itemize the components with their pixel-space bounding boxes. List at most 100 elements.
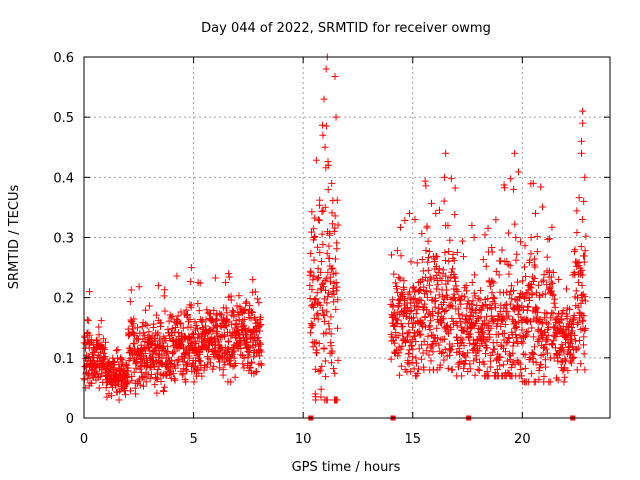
data-point — [111, 358, 119, 366]
data-point — [579, 215, 587, 223]
data-point — [331, 369, 339, 377]
data-point — [334, 221, 342, 229]
data-point — [445, 301, 453, 309]
data-point — [333, 196, 341, 204]
data-point — [179, 324, 187, 332]
data-point — [424, 258, 432, 266]
data-point — [455, 310, 463, 318]
data-point — [422, 306, 430, 314]
data-point — [130, 315, 138, 323]
data-point — [581, 252, 589, 260]
data-point — [238, 326, 246, 334]
data-point — [255, 299, 263, 307]
y-tick-label: 0.5 — [53, 111, 74, 126]
data-point — [537, 183, 545, 191]
data-point — [440, 197, 448, 205]
data-point — [442, 272, 450, 280]
data-point — [222, 322, 230, 330]
data-point — [332, 278, 340, 286]
data-point — [311, 232, 319, 240]
data-point — [578, 281, 586, 289]
data-point — [443, 286, 451, 294]
data-point — [517, 365, 525, 373]
data-point — [405, 360, 413, 368]
data-point — [395, 371, 403, 379]
data-point — [393, 247, 401, 255]
data-point — [451, 184, 459, 192]
data-point — [323, 299, 331, 307]
data-point — [132, 390, 140, 398]
data-point — [310, 256, 318, 264]
data-point — [319, 207, 327, 215]
data-point — [139, 382, 147, 390]
data-point — [417, 297, 425, 305]
data-point — [403, 313, 411, 321]
data-point — [129, 320, 137, 328]
data-point — [318, 230, 326, 238]
data-point — [324, 268, 332, 276]
data-point — [435, 265, 443, 273]
data-point — [319, 306, 327, 314]
data-point — [448, 265, 456, 273]
data-point — [466, 330, 474, 338]
data-point — [85, 371, 93, 379]
data-point — [396, 223, 404, 231]
data-point — [427, 317, 435, 325]
data-point — [254, 334, 262, 342]
data-point — [416, 331, 424, 339]
data-point — [482, 350, 490, 358]
data-point — [460, 293, 468, 301]
data-point — [168, 312, 176, 320]
data-point — [195, 307, 203, 315]
data-point — [230, 347, 238, 355]
data-point — [543, 349, 551, 357]
data-point — [329, 264, 337, 272]
data-point — [421, 177, 429, 185]
data-point — [492, 216, 500, 224]
data-point — [419, 349, 427, 357]
data-point — [150, 320, 158, 328]
data-point — [401, 216, 409, 224]
data-point — [142, 320, 150, 328]
data-point — [466, 360, 474, 368]
data-point — [253, 367, 261, 375]
data-point — [387, 355, 395, 363]
data-point — [497, 257, 505, 265]
data-point — [315, 298, 323, 306]
data-point — [85, 344, 93, 352]
data-point — [470, 340, 478, 348]
data-point — [398, 342, 406, 350]
data-point — [580, 350, 588, 358]
x-tick-label: 20 — [514, 432, 531, 447]
data-point — [242, 299, 250, 307]
data-point — [247, 314, 255, 322]
data-point — [402, 336, 410, 344]
data-point — [447, 175, 455, 183]
data-point — [307, 269, 315, 277]
data-point — [146, 375, 154, 383]
data-point — [430, 275, 438, 283]
data-point — [307, 250, 315, 258]
data-point — [159, 333, 167, 341]
data-point — [182, 346, 190, 354]
data-point — [444, 277, 452, 285]
data-point — [427, 357, 435, 365]
data-point — [98, 370, 106, 378]
data-point — [413, 259, 421, 267]
data-point — [155, 350, 163, 358]
data-point — [431, 303, 439, 311]
data-point — [313, 289, 321, 297]
data-point — [440, 299, 448, 307]
x-tick-label: 5 — [189, 432, 197, 447]
data-point — [422, 247, 430, 255]
data-point — [530, 350, 538, 358]
data-point — [249, 276, 257, 284]
data-point — [328, 209, 336, 217]
data-point — [223, 309, 231, 317]
data-point — [191, 338, 199, 346]
data-point — [175, 356, 183, 364]
data-point — [405, 346, 413, 354]
data-point — [255, 352, 263, 360]
data-point — [486, 282, 494, 290]
data-point — [315, 216, 323, 224]
